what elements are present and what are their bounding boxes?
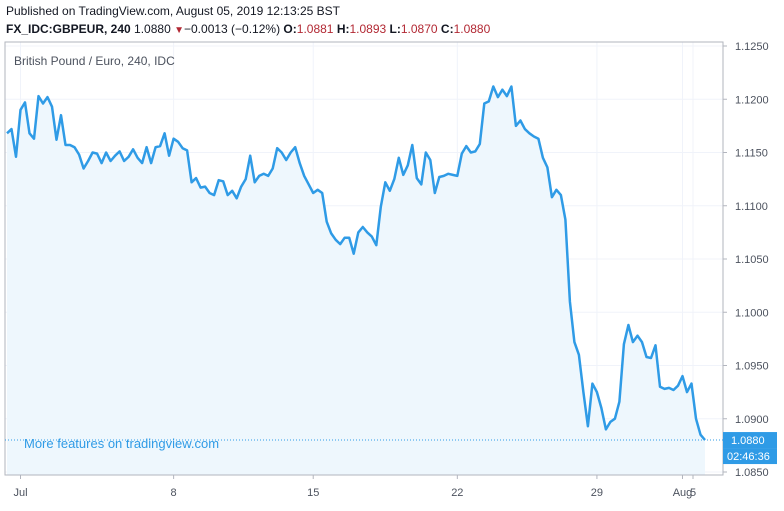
symbol-label: FX_IDC:GBPEUR, 240 [6, 22, 131, 36]
x-tick-label: 8 [171, 487, 177, 499]
x-tick-label: 5 [690, 487, 696, 499]
high-value: 1.0893 [349, 22, 387, 36]
svg-text:02:46:36: 02:46:36 [727, 451, 770, 463]
price-change: −0.0013 (−0.12%) [184, 22, 281, 36]
chart-title: British Pound / Euro, 240, IDC [14, 54, 175, 68]
countdown-badge: 02:46:36 [723, 448, 777, 465]
y-tick-label: 1.1150 [735, 148, 768, 160]
open-value: 1.0881 [296, 22, 334, 36]
y-tick-label: 1.0850 [735, 467, 769, 479]
x-tick-label: Aug [673, 487, 693, 499]
y-tick-label: 1.1000 [735, 307, 769, 319]
last-price-badge: 1.0880 [723, 432, 777, 449]
y-axis: 1.0850 1.0900 1.0950 1.1000 1.1050 1.1100 1.11… [723, 41, 769, 479]
quote-bar: FX_IDC:GBPEUR, 240 1.0880 ▼−0.0013 (−0.1… [6, 22, 490, 36]
y-tick-label: 1.1050 [735, 254, 769, 266]
low-label: L: [389, 22, 401, 36]
published-note: Published on TradingView.com, August 05,… [6, 4, 341, 18]
x-tick-label: 29 [591, 487, 603, 499]
down-arrow-icon: ▼ [174, 25, 184, 36]
low-value: 1.0870 [400, 22, 438, 36]
y-tick-label: 1.1250 [735, 41, 769, 53]
y-tick-label: 1.1100 [735, 201, 768, 213]
svg-text:1.0880: 1.0880 [731, 435, 765, 447]
x-tick-label: Jul [13, 487, 27, 499]
close-value: 1.0880 [453, 22, 491, 36]
series-line [6, 85, 706, 441]
x-tick-label: 15 [307, 487, 319, 499]
high-label: H: [336, 22, 350, 36]
y-tick-label: 1.1200 [735, 94, 769, 106]
promo-link[interactable]: More features on tradingview.com [24, 436, 219, 451]
close-label: C: [440, 22, 454, 36]
x-tick-label: 22 [451, 487, 463, 499]
last-price: 1.0880 [134, 22, 171, 36]
series-area [7, 86, 705, 475]
open-label: O: [283, 22, 297, 36]
y-tick-label: 1.0950 [735, 361, 769, 373]
y-tick-label: 1.0900 [735, 414, 769, 426]
